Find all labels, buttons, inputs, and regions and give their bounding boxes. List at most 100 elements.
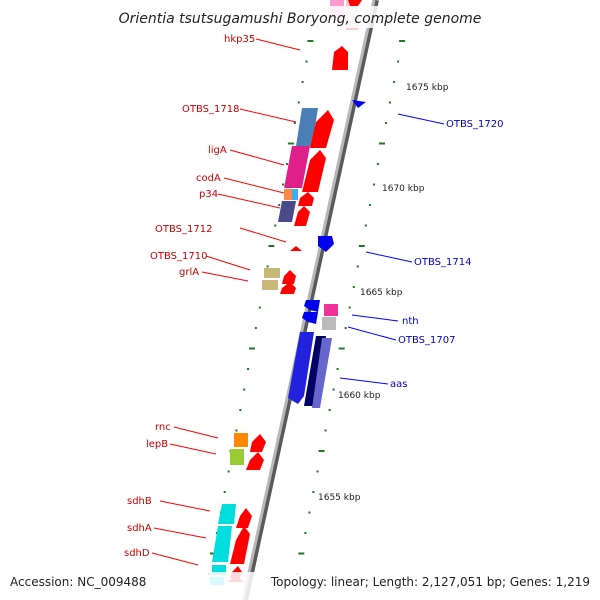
gene-lepb-arrow	[246, 452, 264, 470]
genome-summary-text: Topology: linear; Length: 2,127,051 bp; …	[270, 575, 590, 589]
track-tick	[372, 183, 375, 186]
gene-grla-arrow	[280, 282, 296, 294]
track-tick	[297, 101, 300, 104]
track-tick	[318, 450, 325, 452]
track-tick	[287, 142, 294, 145]
gene-label-otbs1714[interactable]: OTBS_1714	[414, 257, 471, 268]
gene-label-rnc[interactable]: rnc	[155, 422, 171, 433]
track-tick	[352, 286, 355, 288]
gene-label-otbs1720[interactable]: OTBS_1720	[446, 119, 503, 130]
gene-coda	[284, 189, 292, 200]
track-tick	[356, 265, 359, 268]
track-tick	[307, 40, 314, 42]
track-tick	[348, 306, 351, 309]
gene-otbs1710	[264, 268, 280, 278]
track-tick	[393, 81, 396, 83]
track-tick	[274, 224, 277, 227]
gene-rnc	[234, 433, 248, 447]
track-tick	[332, 388, 335, 391]
track-tick	[397, 60, 400, 63]
track-tick	[336, 368, 339, 370]
gene-liga	[284, 146, 310, 188]
gene-red-top	[348, 0, 362, 6]
gene-label-sdhb[interactable]: sdhB	[127, 496, 152, 507]
gene-label-otbs1707[interactable]: OTBS_1707	[398, 335, 455, 346]
track-tick	[223, 491, 226, 493]
gene-coda-arrow	[298, 192, 314, 206]
gene-sdhb-arrow	[236, 508, 252, 528]
gene-label-lepb[interactable]: lepB	[146, 439, 168, 450]
forward-track-ticks	[208, 40, 314, 575]
gene-otbs1720	[352, 100, 366, 108]
track-tick	[344, 327, 347, 329]
reverse-track-ticks	[296, 40, 406, 575]
gene-label-sdhd[interactable]: sdhD	[124, 548, 150, 559]
gene-otbs1718	[296, 108, 318, 146]
gene-aas-block3	[312, 338, 332, 408]
track-tick	[338, 347, 345, 350]
track-tick	[312, 491, 315, 493]
gene-label-hkp35[interactable]: hkp35	[224, 34, 255, 45]
track-tick	[247, 368, 250, 370]
track-tick	[389, 101, 391, 104]
footer-backdrop	[0, 572, 600, 600]
track-tick	[399, 40, 406, 42]
kbp-tick-1655: 1655 kbp	[318, 493, 361, 503]
gene-sdha-arrow	[230, 526, 250, 564]
track-tick	[368, 204, 371, 206]
gene-sdha	[212, 526, 232, 562]
gene-rnc-arrow	[250, 434, 266, 452]
gene-nth	[324, 304, 338, 316]
track-tick	[379, 142, 385, 145]
track-tick	[364, 224, 367, 227]
gene-label-p34[interactable]: p34	[199, 189, 218, 200]
gene-sdhb	[218, 504, 236, 524]
track-tick	[235, 429, 238, 432]
track-tick	[301, 81, 304, 83]
gene-aas-block1	[288, 332, 314, 404]
track-tick	[286, 163, 288, 165]
forward-label-leaders	[151, 38, 301, 566]
track-tick	[282, 183, 285, 186]
gene-p34-arrow	[294, 206, 310, 226]
gene-features	[210, 0, 366, 585]
gene-otbs1714	[318, 236, 334, 252]
track-tick	[385, 122, 387, 124]
gene-otbs1710-arrow	[282, 270, 296, 284]
gene-otbs1718-arrow	[310, 110, 334, 148]
track-tick	[239, 409, 242, 411]
gene-otbs1712	[290, 246, 302, 251]
gene-label-coda[interactable]: codA	[196, 173, 221, 184]
kbp-tick-1665: 1665 kbp	[360, 288, 403, 298]
gene-label-otbs1710[interactable]: OTBS_1710	[150, 251, 207, 262]
track-tick	[258, 306, 261, 309]
track-tick	[249, 347, 255, 350]
track-tick	[328, 409, 331, 411]
track-tick	[268, 245, 275, 247]
gene-otbs1707	[322, 317, 336, 330]
track-tick	[266, 265, 269, 268]
track-tick	[254, 327, 257, 329]
kbp-tick-1660: 1660 kbp	[338, 391, 381, 401]
track-tick	[278, 204, 281, 206]
title-backdrop	[120, 6, 480, 28]
track-tick	[316, 470, 319, 473]
gene-grla	[262, 280, 278, 290]
track-tick	[210, 552, 216, 555]
accession-text: Accession: NC_009488	[10, 575, 146, 589]
track-tick	[293, 122, 296, 124]
map-title: Orientia tsutsugamushi Boryong, complete…	[119, 11, 482, 27]
gene-liga-arrow	[302, 150, 326, 192]
gene-label-otbs1718[interactable]: OTBS_1718	[182, 104, 239, 115]
gene-sdhd	[212, 565, 226, 575]
gene-label-aas[interactable]: aas	[390, 379, 407, 390]
track-tick	[227, 470, 230, 473]
gene-label-liga[interactable]: ligA	[208, 145, 227, 156]
gene-label-otbs1712[interactable]: OTBS_1712	[155, 224, 212, 235]
track-tick	[308, 511, 311, 514]
gene-label-sdha[interactable]: sdhA	[127, 523, 152, 534]
gene-label-nth[interactable]: nth	[402, 316, 419, 327]
gene-coda-2	[292, 189, 298, 200]
gene-label-grla[interactable]: grlA	[179, 267, 199, 278]
